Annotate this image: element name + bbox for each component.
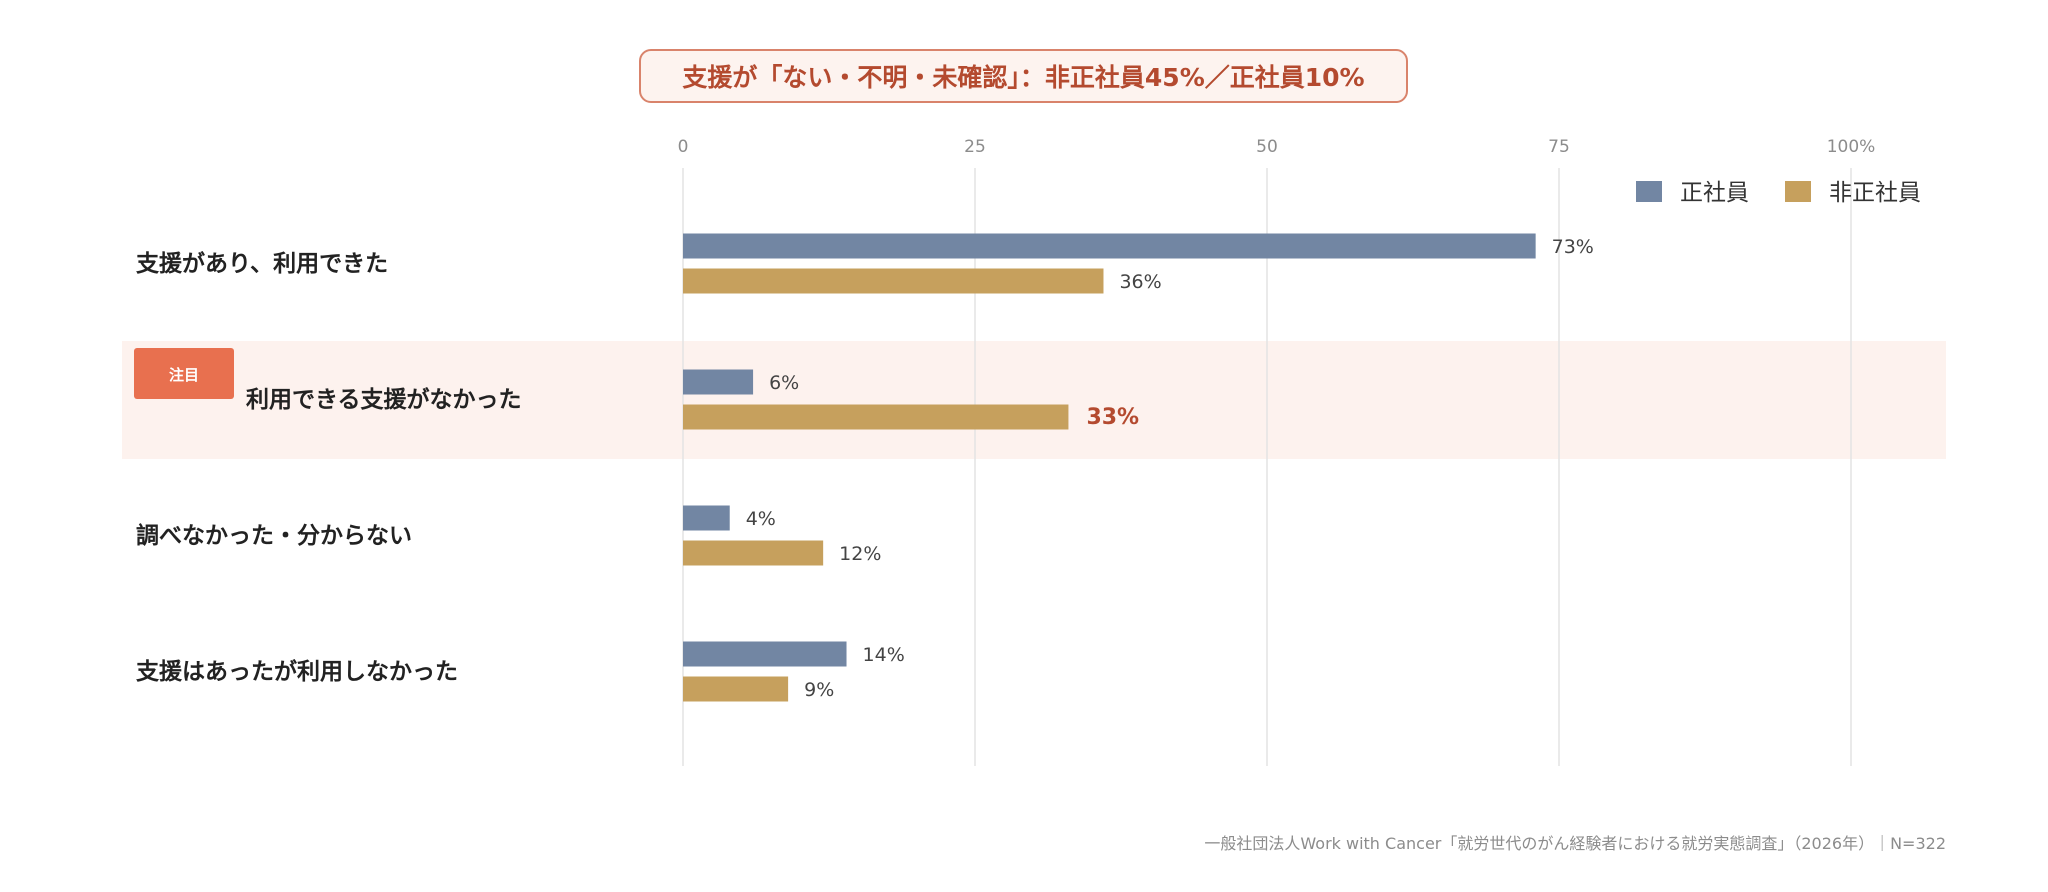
data-label: 9% [804,679,834,701]
data-label: 12% [839,543,881,565]
category-label: 利用できる支援がなかった [246,386,522,413]
bar [683,369,754,395]
x-tick-label: 75 [1548,137,1570,157]
data-label: 14% [863,644,905,666]
bar [683,505,730,531]
source-footnote: 一般社団法人Work with Cancer「就労世代のがん経験者における就労実… [1204,834,1946,853]
data-label: 36% [1119,271,1161,293]
bar [683,540,824,566]
chart-title: 支援が「ない・不明・未確認」：非正社員45%／正社員10% [639,49,1408,103]
bar [683,404,1069,430]
category-label: 調べなかった・分からない [136,522,412,549]
legend-label: 正社員 [1680,180,1749,206]
x-tick-label: 25 [964,137,986,157]
data-label: 33% [1086,405,1139,430]
data-label: 73% [1552,236,1594,258]
legend-swatch [1636,181,1662,202]
bar [683,233,1536,259]
bar [683,676,789,702]
x-tick-label: 0 [678,137,689,157]
category-label: 支援があり、利用できた [135,250,388,277]
data-label: 4% [746,508,776,530]
category-label: 支援はあったが利用しなかった [135,658,458,685]
legend-label: 非正社員 [1829,180,1921,206]
highlight-badge [134,348,234,399]
data-label: 6% [769,372,799,394]
highlight-row-background [122,341,1946,459]
bar [683,641,847,667]
x-tick-label: 50 [1256,137,1278,157]
x-tick-label: 100% [1827,137,1876,157]
highlight-badge-label: 注目 [169,366,199,384]
bar [683,268,1104,294]
legend-swatch [1785,181,1811,202]
